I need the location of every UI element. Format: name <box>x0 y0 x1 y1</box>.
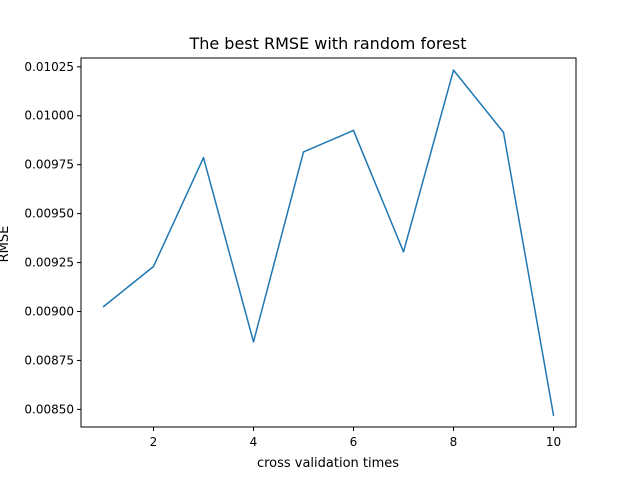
data-point <box>452 69 455 71</box>
data-point <box>302 151 305 153</box>
data-point <box>152 265 155 268</box>
plot-frame <box>80 57 577 428</box>
data-point <box>552 414 555 417</box>
x-tick-label: 2 <box>150 435 158 449</box>
y-tick-label: 0.00900 <box>24 305 74 319</box>
y-tick-label: 0.00950 <box>24 207 74 221</box>
y-axis-label: RMSE <box>0 226 12 263</box>
y-tick-label: 0.00925 <box>24 256 74 270</box>
x-tick-label: 8 <box>450 435 458 449</box>
y-tick-label: 0.00875 <box>24 353 74 367</box>
data-point <box>252 341 255 343</box>
chart-title: The best RMSE with random forest <box>188 34 466 53</box>
y-axis-ticks: 0.00850 0.00875 0.00900 0.00925 0.00950 0.009… <box>24 60 81 416</box>
plot-area <box>80 57 577 428</box>
x-axis-label: cross validation times <box>257 456 399 471</box>
x-tick-label: 10 <box>546 435 561 449</box>
y-tick-label: 0.00850 <box>24 402 74 416</box>
series-line <box>103 69 555 416</box>
x-axis-ticks: 2 4 6 8 10 <box>150 427 561 449</box>
y-tick-label: 0.01000 <box>24 109 74 123</box>
data-point <box>352 129 355 132</box>
y-tick-label: 0.01025 <box>24 60 74 74</box>
series-layer <box>102 69 555 417</box>
y-tick-label: 0.00975 <box>24 158 74 172</box>
data-point <box>202 156 205 159</box>
data-point <box>502 131 505 134</box>
data-point <box>402 251 405 253</box>
x-tick-label: 4 <box>250 435 258 449</box>
x-tick-label: 6 <box>350 435 358 449</box>
data-point <box>102 305 105 308</box>
